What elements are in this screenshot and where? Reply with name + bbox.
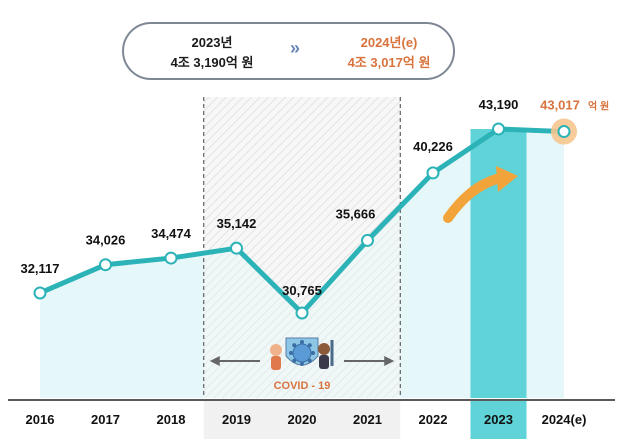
summary-2024-value: 4조 3,017억 원 [347,55,431,70]
data-point-2017 [99,258,112,272]
x-tick-label-2022: 2022 [419,412,448,427]
x-tick-label-2024(e): 2024(e) [542,412,587,427]
person-body-icon [271,356,281,370]
forecast-unit-label: 억 원 [588,100,609,113]
trend-arrow-icon [443,173,505,223]
data-point-2023 [492,122,505,136]
virus-icon [292,343,312,363]
area-fill [40,129,564,398]
value-label-2020: 30,765 [282,283,322,298]
virus-spike-icon [289,351,293,355]
value-label-2024(e): 43,017 [540,98,580,113]
data-point-2018 [164,251,178,265]
data-point-2016 [33,286,47,300]
data-point-2020 [295,306,309,320]
summary-2023-year: 2023년 [191,35,233,50]
data-point-2022 [426,166,440,180]
value-label-2023: 43,190 [479,97,519,112]
virus-spike-icon [311,351,315,355]
value-label-2021: 35,666 [336,206,376,221]
data-point-2019 [230,241,243,255]
virus-spike-icon [300,340,304,344]
x-tick-label-2020: 2020 [288,412,317,427]
covid-label: COVID - 19 [274,380,331,392]
virus-spike-icon [292,358,297,363]
data-point-2024(e) [557,125,571,139]
x-tick-label-2018: 2018 [157,412,186,427]
summary-box: 2023년 4조 3,190억 원 » 2024년(e) 4조 3,017억 원 [122,22,455,80]
virus-spike-icon [300,362,304,366]
summary-2023: 2023년 4조 3,190억 원 [147,33,277,73]
summary-2024-year: 2024년(e) [360,35,418,50]
person-head-icon [270,344,282,356]
value-label-2017: 34,026 [86,233,126,248]
value-label-2016: 32,117 [20,261,59,276]
x-tick-label-2016: 2016 [26,412,55,427]
summary-2024: 2024년(e) 4조 3,017억 원 [324,33,454,73]
double-chevron-right-icon: » [290,38,300,58]
x-tick-label-2019: 2019 [222,412,251,427]
x-tick-label-2021: 2021 [353,412,382,427]
covid-right-arrowhead-icon [384,356,395,366]
x-tick-label-2023: 2023 [484,412,513,427]
person-head-icon [318,343,330,355]
trend-arrow-head-icon [496,166,518,192]
summary-2023-value: 4조 3,190억 원 [170,55,254,70]
highlight-axis-band [470,401,527,439]
covid-axis-band [203,401,401,439]
x-tick-label-2017: 2017 [91,412,120,427]
data-point-2021 [361,233,374,247]
value-label-2018: 34,474 [151,226,192,241]
virus-spike-icon [307,358,312,363]
covid-left-arrowhead-icon [209,356,220,366]
value-label-2019: 35,142 [217,216,257,231]
virus-spike-icon [292,343,297,348]
value-label-2022: 40,226 [413,139,453,154]
person-body-icon [319,355,329,369]
virus-spike-icon [307,343,312,348]
